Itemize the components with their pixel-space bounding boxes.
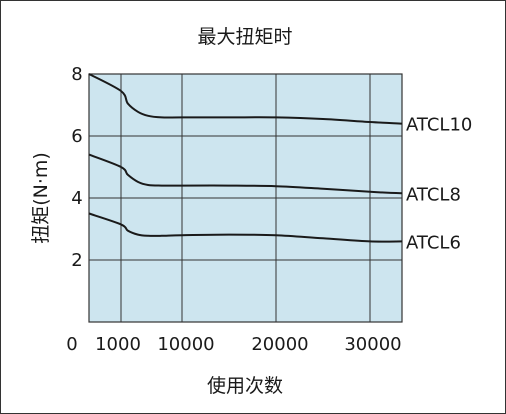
x-tick-label: 30000: [344, 334, 401, 355]
y-tick-label: 6: [71, 126, 82, 147]
series-curves: [88, 73, 403, 243]
x-axis-label: 使用次数: [207, 375, 283, 397]
curve-atcl6: [88, 212, 403, 243]
y-axis-label: 扭矩(N·m): [30, 152, 52, 244]
grid-lines: [89, 73, 402, 322]
y-tick-label: 4: [71, 188, 82, 209]
chart-title: 最大扭矩时: [197, 26, 292, 48]
x-tick-label: 20000: [251, 334, 308, 355]
x-tick-label: 0: [66, 334, 77, 355]
x-tick-label: 1000: [95, 334, 141, 355]
series-label-atcl6: ATCL6: [406, 232, 461, 253]
y-tick-label: 2: [71, 250, 82, 271]
curve-atcl10: [88, 73, 403, 125]
series-label-atcl8: ATCL8: [406, 184, 461, 205]
series-label-atcl10: ATCL10: [406, 115, 472, 136]
y-tick-labels: 2 4 6 8: [71, 64, 82, 271]
series-labels: ATCL10 ATCL8 ATCL6: [406, 115, 472, 254]
curve-atcl8: [88, 153, 403, 195]
y-tick-label: 8: [71, 64, 82, 85]
x-tick-labels: 0 1000 10000 20000 30000: [66, 334, 401, 355]
x-tick-label: 10000: [157, 334, 214, 355]
